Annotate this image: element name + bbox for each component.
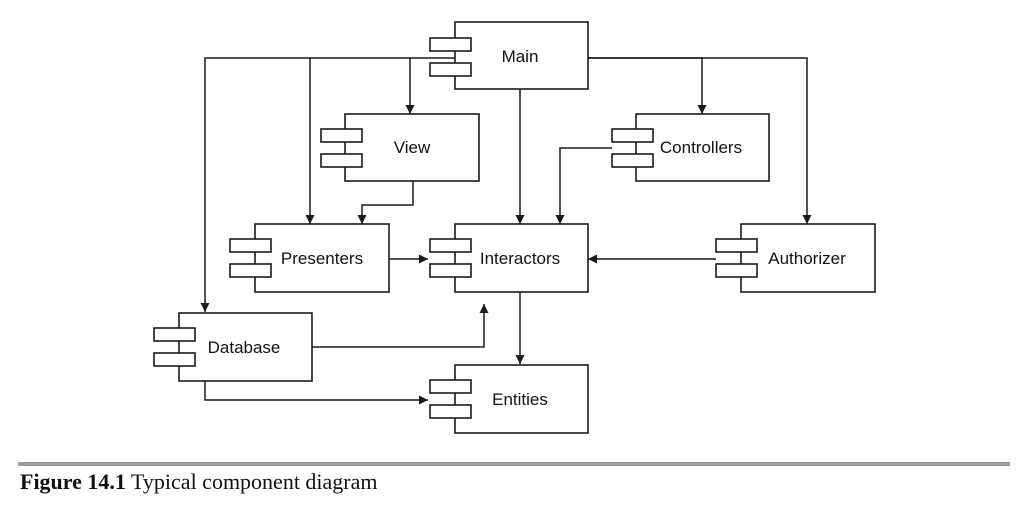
edge-main-authorizer	[588, 57, 812, 224]
component-view: View	[320, 113, 480, 182]
figure-number: Figure 14.1	[20, 469, 126, 494]
controllers-tab-top-icon	[611, 128, 654, 143]
main-box	[454, 21, 589, 90]
controllers-box	[635, 113, 770, 182]
interactors-label: Interactors	[480, 249, 560, 268]
entities-tab-bottom-icon	[429, 404, 472, 419]
component-entities: Entities	[429, 364, 589, 434]
edge-main-database	[200, 57, 455, 312]
authorizer-tab-top-icon	[715, 238, 758, 253]
component-diagram: Main View Controllers Presenters Interac…	[153, 21, 876, 434]
presenters-tab-top-icon	[229, 238, 272, 253]
presenters-tab-bottom-icon	[229, 263, 272, 278]
main-tab-bottom-icon	[429, 62, 472, 77]
view-label: View	[394, 138, 431, 157]
database-tab-top-icon	[153, 327, 196, 342]
main-tab-top-icon	[429, 37, 472, 52]
controllers-label: Controllers	[660, 138, 742, 157]
edge-database-entities	[204, 381, 428, 405]
component-presenters: Presenters	[229, 223, 390, 293]
edges	[200, 57, 812, 405]
interactors-box	[454, 223, 589, 293]
view-box	[344, 113, 480, 182]
figure-caption-text: Typical component diagram	[125, 469, 378, 494]
component-main: Main	[429, 21, 589, 90]
interactors-tab-top-icon	[429, 238, 472, 253]
edge-view-presenters	[357, 181, 414, 224]
entities-label: Entities	[492, 390, 548, 409]
presenters-box	[254, 223, 390, 293]
view-tab-bottom-icon	[320, 153, 363, 168]
view-tab-top-icon	[320, 128, 363, 143]
presenters-label: Presenters	[281, 249, 363, 268]
caption-divider	[18, 462, 1010, 466]
edge-main-controllers	[588, 57, 707, 114]
component-controllers: Controllers	[611, 113, 770, 182]
database-box	[178, 312, 313, 382]
main-label: Main	[502, 47, 539, 66]
component-authorizer: Authorizer	[715, 223, 876, 293]
component-database: Database	[153, 312, 313, 382]
database-label: Database	[208, 338, 281, 357]
figure-caption: Figure 14.1 Typical component diagram	[20, 469, 378, 495]
authorizer-tab-bottom-icon	[715, 263, 758, 278]
edge-controllers-interactors	[555, 147, 612, 224]
authorizer-label: Authorizer	[768, 249, 846, 268]
component-interactors: Interactors	[429, 223, 589, 293]
controllers-tab-bottom-icon	[611, 153, 654, 168]
entities-box	[454, 364, 589, 434]
authorizer-box	[740, 223, 876, 293]
interactors-tab-bottom-icon	[429, 263, 472, 278]
edge-database-interactors	[312, 304, 489, 348]
database-tab-bottom-icon	[153, 352, 196, 367]
entities-tab-top-icon	[429, 379, 472, 394]
